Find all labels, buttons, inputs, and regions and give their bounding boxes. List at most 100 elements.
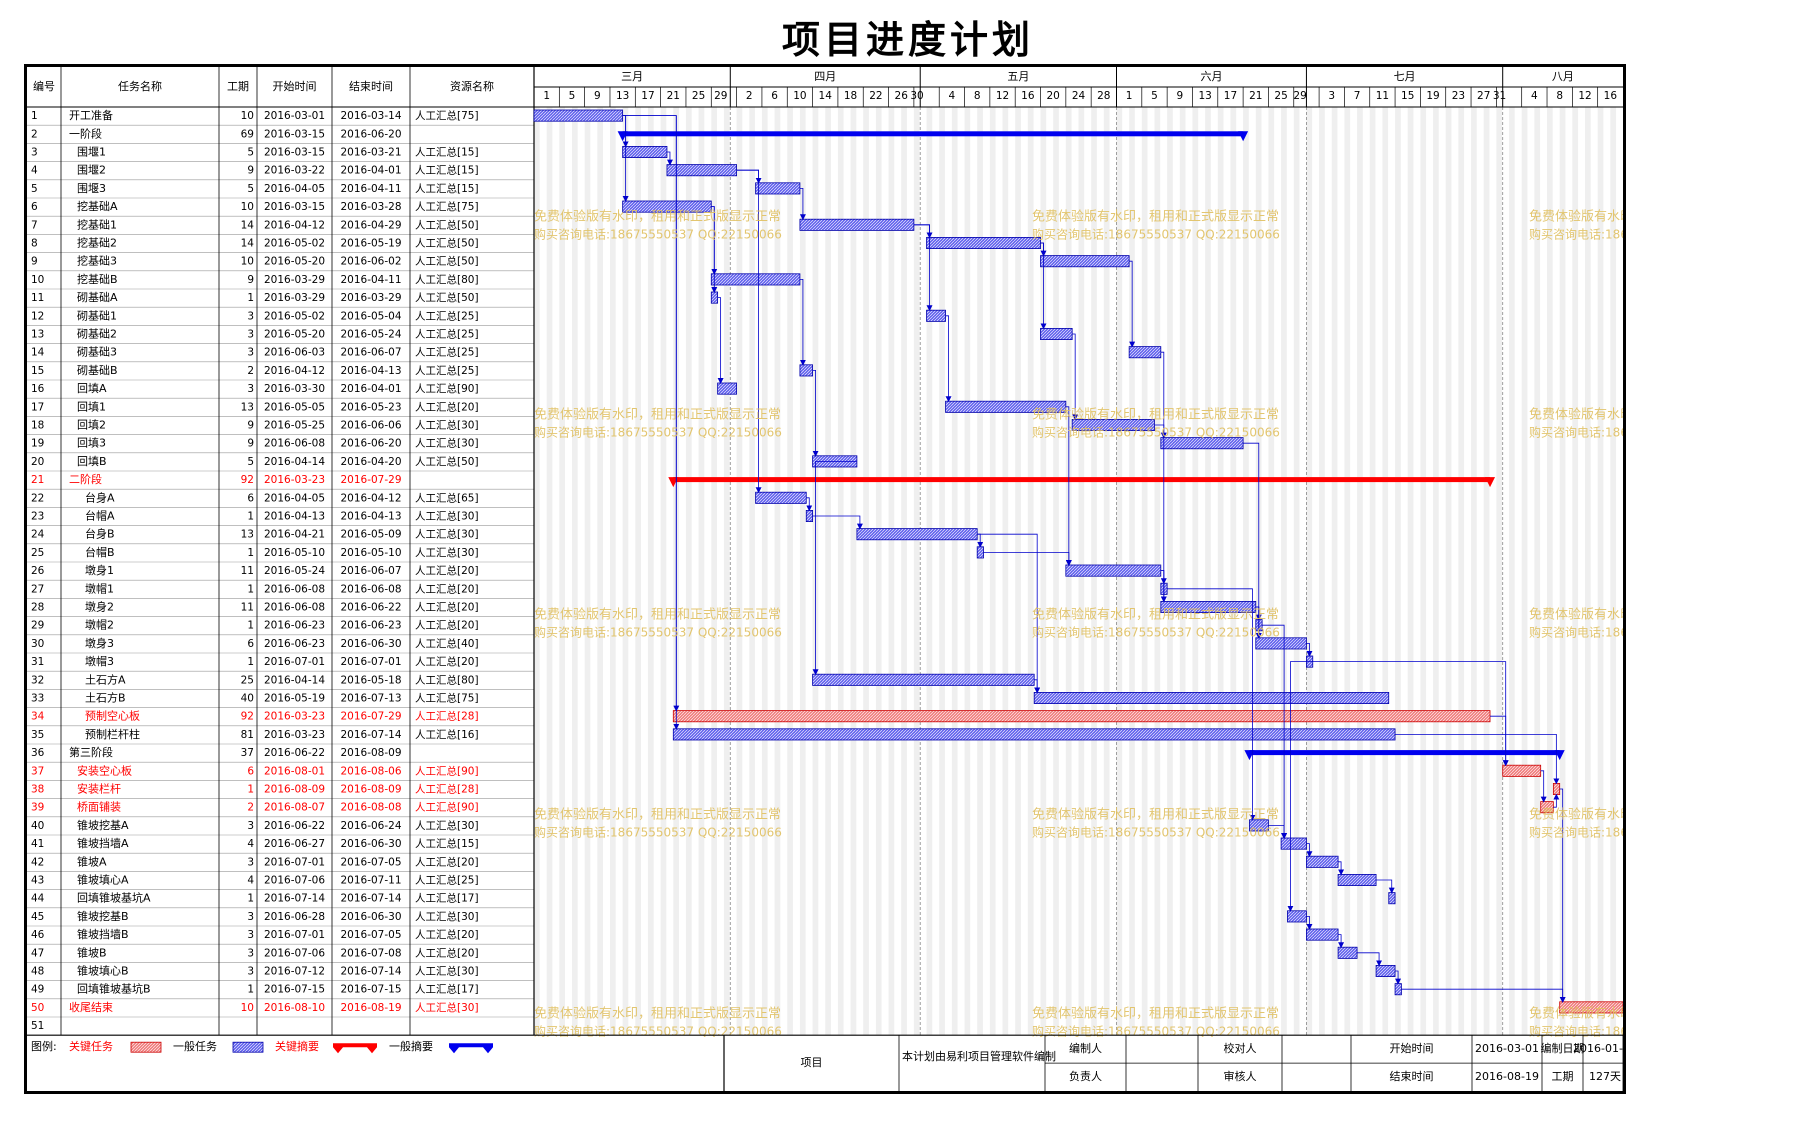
task-id: 10 [31,274,44,286]
footer-reviewer-label: 审核人 [1224,1069,1257,1083]
task-id: 47 [31,947,44,959]
day-stripe [1268,107,1275,1036]
day-tick-label: 4 [949,90,956,102]
day-stripe [837,107,844,1036]
task-resource: 人工汇总[30] [415,819,479,832]
task-end: 2016-07-14 [340,893,401,905]
watermark-text: 购买咨询电话:18675550537 QQ:22150066 [1529,425,1623,440]
day-stripe [571,107,578,1036]
task-start: 2016-04-14 [264,674,325,686]
task-id: 4 [31,165,38,177]
watermark-text: 免费体验版有水印，租用和正式版显示正常 [1032,407,1279,423]
task-end: 2016-04-11 [340,274,401,286]
critical-task-bar [672,710,1491,723]
month-label: 八月 [1552,70,1574,83]
watermark-text: 购买咨询电话:18675550537 QQ:22150066 [1032,625,1280,640]
task-start: 2016-04-12 [264,365,325,377]
day-stripe [1585,107,1591,1036]
summary-cap-right [1554,750,1565,761]
task-duration: 14 [241,219,255,231]
watermark-text: 免费体验版有水印，租用和正式版显示正常 [1032,209,1279,225]
legend-normal-summary-swatch [449,1043,493,1054]
task-start: 2016-03-15 [264,128,325,140]
task-end: 2016-04-01 [340,165,401,177]
task-duration: 1 [247,620,254,632]
task-resource: 人工汇总[20] [415,655,479,668]
day-stripe [1572,107,1579,1036]
watermark-text: 免费体验版有水印，租用和正式版显示正常 [1529,407,1623,423]
day-tick-label: 28 [1097,90,1110,102]
day-stripe [1002,107,1009,1036]
task-end: 2016-04-20 [340,456,401,468]
task-end: 2016-07-05 [340,929,401,941]
dependency-link [1553,793,1560,808]
task-end: 2016-05-04 [340,310,401,322]
dependency-link [717,297,724,384]
day-tick-label: 25 [1274,90,1287,102]
day-stripe [1597,107,1604,1036]
day-stripe [534,107,540,1036]
task-id: 9 [31,256,38,268]
task-name: 围堰2 [77,164,106,177]
task-end: 2016-05-09 [340,529,401,541]
task-name: 墩帽2 [85,618,114,632]
watermark-text: 免费体验版有水印，租用和正式版显示正常 [1529,607,1623,623]
legend-critical-task: 关键任务 [69,1039,113,1053]
task-name: 墩帽1 [85,581,114,595]
task-id: 39 [31,802,44,814]
day-tick-label: 16 [1021,90,1035,102]
month-label: 四月 [814,70,836,83]
day-stripe [1407,107,1414,1036]
day-stripe [1458,107,1465,1036]
task-bar [622,146,668,159]
month-label: 七月 [1394,70,1416,83]
task-start: 2016-06-23 [264,620,325,632]
task-resource: 人工汇总[20] [415,564,479,577]
task-id: 7 [31,219,38,231]
page-title: 项目进度计划 [781,17,1034,62]
task-start: 2016-03-23 [264,729,325,741]
day-stripe [1053,107,1059,1036]
task-resource: 人工汇总[25] [415,328,479,341]
task-bar [812,673,1035,686]
task-id: 25 [31,547,44,559]
dependency-link [1338,934,1345,949]
task-duration: 3 [247,310,254,322]
dependency-link [1160,351,1167,439]
task-id: 51 [31,1020,44,1032]
task-name: 台帽B [85,545,115,559]
task-end: 2016-08-19 [340,1002,401,1014]
footer-date: 2016-01-13 [1573,1042,1623,1055]
task-start: 2016-04-05 [264,183,325,195]
task-id: 14 [31,347,45,359]
task-id: 33 [31,693,44,705]
task-resource: 人工汇总[20] [415,601,479,614]
task-bar [672,728,1396,741]
task-name: 围堰3 [77,182,106,195]
watermark-text: 购买咨询电话:18675550537 QQ:22150066 [1032,425,1280,440]
task-duration: 1 [247,984,254,996]
task-end: 2016-07-08 [340,947,401,959]
table-header-3: 开始时间 [273,79,317,93]
task-start: 2016-07-01 [264,929,325,941]
task-duration: 37 [241,747,254,759]
task-duration: 5 [247,456,254,468]
task-name: 墩身2 [85,600,114,614]
task-duration: 6 [247,492,254,504]
task-start: 2016-03-15 [264,147,325,159]
task-bar [755,182,801,195]
task-name: 砌基础2 [77,328,117,341]
task-start: 2016-07-06 [264,947,325,959]
legend-critical-summary: 关键摘要 [275,1039,319,1053]
task-id: 45 [31,911,44,923]
task-id: 42 [31,856,44,868]
task-id: 20 [31,456,44,468]
task-bar [1306,928,1339,941]
task-resource: 人工汇总[75] [415,692,479,705]
task-start: 2016-08-09 [264,784,325,796]
day-stripe [1369,107,1376,1036]
day-tick-label: 17 [1224,90,1237,102]
day-stripe [1509,107,1515,1036]
task-duration: 4 [247,875,254,887]
task-id: 49 [31,984,44,996]
